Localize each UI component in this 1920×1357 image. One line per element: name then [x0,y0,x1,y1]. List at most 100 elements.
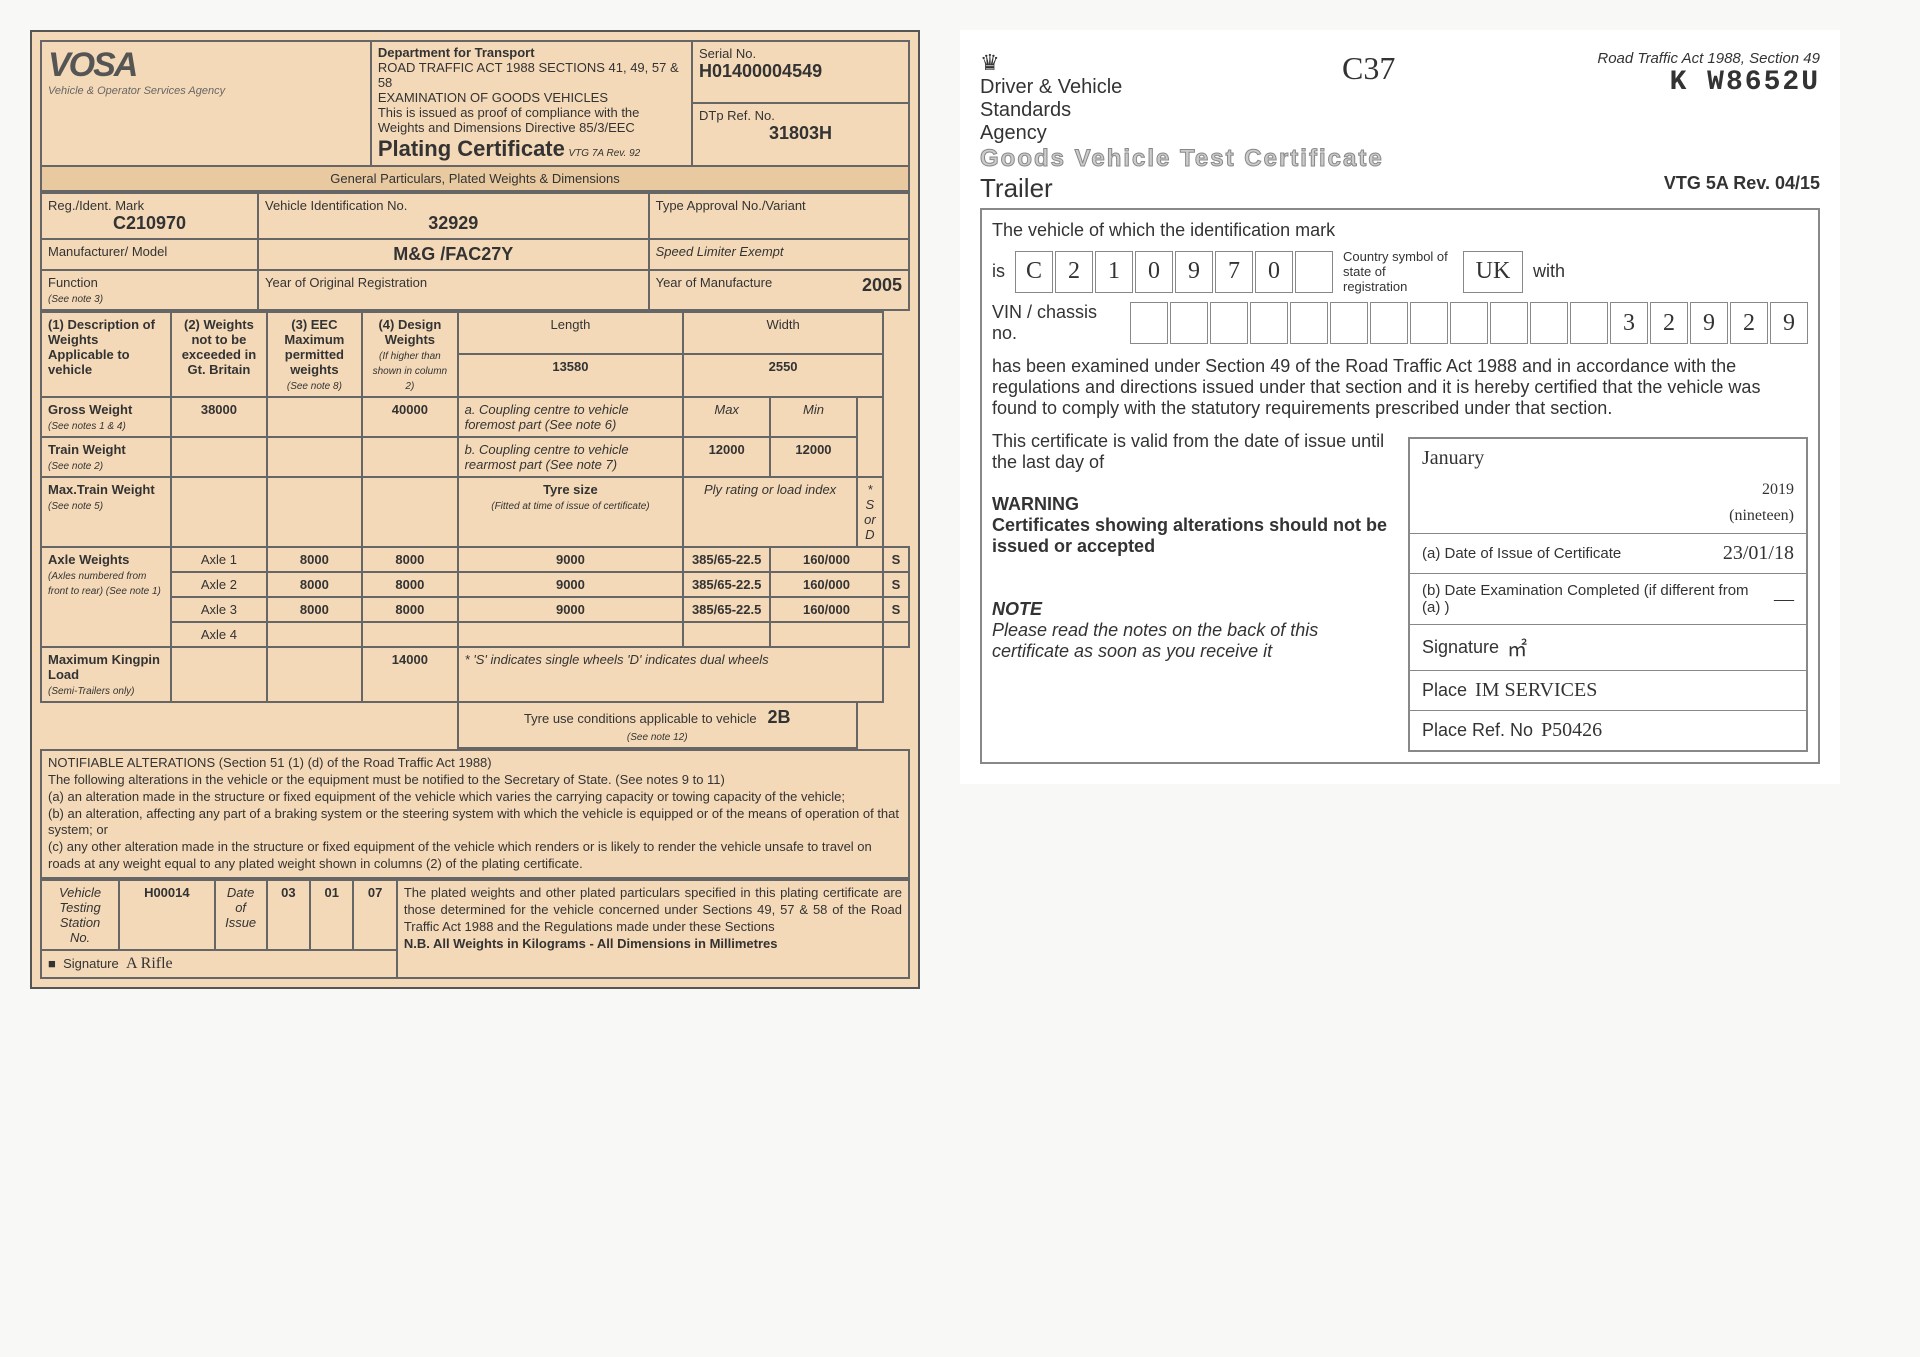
country-val: UK [1463,251,1523,293]
b-lbl: (b) Date Examination Completed (if diffe… [1422,582,1766,616]
mfr-lbl: Manufacturer/ Model [48,244,167,259]
crest-icon: ♛ [980,50,1000,75]
ref-val: P50426 [1541,719,1602,742]
tyreuse-lbl: Tyre use conditions applicable to vehicl… [524,711,757,726]
id-box: 9 [1175,251,1213,293]
vin-box [1410,302,1448,344]
with-lbl: with [1533,261,1565,282]
vin-box [1330,302,1368,344]
subtitle: Trailer [980,173,1053,204]
plating-ident-table: Reg./Ident. Mark C210970 Vehicle Identif… [40,192,910,311]
tyre-note: (Fitted at time of issue of certificate) [491,501,649,512]
coup-a: a. Coupling centre to vehicle foremost p… [458,397,684,437]
reg-lbl: Reg./Ident. Mark [48,198,144,213]
sig-lbl: Signature [63,956,119,971]
body: has been examined under Section 49 of th… [992,356,1808,419]
func-note: (See note 3) [48,294,103,305]
plating-certificate: VOSA Vehicle & Operator Services Agency … [30,30,920,989]
vin-lbl2: VIN / chassis no. [992,302,1120,344]
doi-d: 03 [267,880,310,950]
vosa-logo: VOSA [48,46,136,84]
vin-box [1490,302,1528,344]
length-val: 13580 [458,354,684,397]
tyre-lbl: Tyre size [543,482,598,497]
serial-lbl: Serial No. [699,46,756,61]
vin-lbl: Vehicle Identification No. [265,198,407,213]
notif-body: The following alterations in the vehicle… [48,772,899,871]
id-box [1295,251,1333,293]
doi-m: 01 [310,880,353,950]
station-lbl: Vehicle Testing Station No. [41,880,119,950]
dtp-lbl: DTp Ref. No. [699,108,775,123]
type-lbl: Type Approval No./Variant [656,198,806,213]
valid-month: January [1422,447,1484,470]
valid-year-words: (nineteen) [1729,507,1794,525]
act: Road Traffic Act 1988, Section 49 [1597,50,1820,67]
notif-table: NOTIFIABLE ALTERATIONS (Section 51 (1) (… [40,749,910,879]
sig-val: ㎡ [1507,633,1527,662]
vin-box [1130,302,1168,344]
width-val: 2550 [683,354,883,397]
vin-box [1570,302,1608,344]
plating-weights-table: (1) Description of Weights Applicable to… [40,311,910,749]
signature: A Rifle [126,955,173,972]
ply-lbl: Ply rating or load index [683,477,857,547]
gp-header: General Particulars, Plated Weights & Di… [41,166,909,191]
valid-line: This certificate is valid from the date … [992,431,1388,473]
dept-line3: EXAMINATION OF GOODS VEHICLES [378,90,608,105]
col1: (1) Description of Weights Applicable to… [48,317,155,377]
vin-box [1170,302,1208,344]
yom-val: 2005 [862,275,902,296]
coup-b-min: 12000 [770,437,857,477]
train-lbl: Train Weight [48,442,126,457]
station-val: H00014 [119,880,214,950]
foot-nb: N.B. All Weights in Kilograms - All Dime… [404,936,778,951]
is-lbl: is [992,261,1005,282]
length-lbl: Length [551,317,591,332]
hw-ref: C37 [1342,50,1395,87]
test-title: Goods Vehicle Test Certificate [980,145,1820,173]
func-lbl: Function [48,275,98,290]
notif-title: NOTIFIABLE ALTERATIONS (Section 51 (1) (… [48,755,492,770]
vin-box [1250,302,1288,344]
vosa-sub: Vehicle & Operator Services Agency [48,85,364,97]
col2: (2) Weights not to be exceeded in Gt. Br… [182,317,256,377]
gross-2: 38000 [171,397,266,437]
a-lbl: (a) Date of Issue of Certificate [1422,545,1715,562]
country-lbl: Country symbol of state of registration [1343,249,1453,294]
vin-box [1210,302,1248,344]
vin-box [1290,302,1328,344]
foot: The plated weights and other plated part… [404,885,902,934]
ref-lbl: Place Ref. No [1422,720,1533,741]
col3-note: (See note 8) [287,381,342,392]
note-title: NOTE [992,599,1042,619]
id-boxes: C210970 [1015,251,1333,293]
agency: Driver & Vehicle Standards Agency [980,76,1140,145]
axle-row: Axle 2800080009000385/65-22.5160/000S [41,572,909,597]
note-body: Please read the notes on the back of thi… [992,620,1318,661]
sd-note: * 'S' indicates single wheels 'D' indica… [458,647,883,702]
tyreuse-val: 2B [767,707,790,727]
id-box: 1 [1095,251,1133,293]
dept-line1: Department for Transport [378,45,535,60]
vin-box: 3 [1610,302,1648,344]
width-lbl: Width [766,317,799,332]
vin-box: 2 [1730,302,1768,344]
axle-row: Axle 4 [41,622,909,647]
rev: VTG 5A Rev. 04/15 [1664,173,1820,204]
doi-y: 07 [353,880,396,950]
vin-val: 32929 [265,213,642,234]
vin-boxes: 32929 [1130,302,1808,344]
sd-lbl: * S or D [857,477,883,547]
test-serial: K W8652U [1597,67,1820,98]
place-val: IM SERVICES [1475,679,1597,702]
test-certificate: ♛ Driver & Vehicle Standards Agency C37 … [960,30,1840,784]
gross-4: 40000 [362,397,457,437]
serial-val: H01400004549 [699,61,822,81]
dept-line2: ROAD TRAFFIC ACT 1988 SECTIONS 41, 49, 5… [378,60,679,90]
id-box: C [1015,251,1053,293]
vin-box: 9 [1690,302,1728,344]
plating-title: Plating Certificate [378,136,565,161]
coup-b-max: 12000 [683,437,770,477]
kingpin-lbl: Maximum Kingpin Load [48,652,160,682]
